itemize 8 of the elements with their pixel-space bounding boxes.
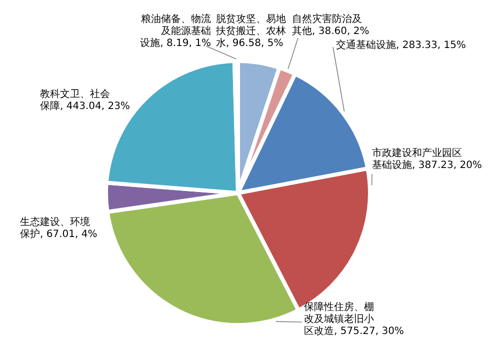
slice-label: 交通基础设施, 283.33, 15% [336,39,466,51]
slice-label: 市政建设和产业园区基础设施, 387.23, 20% [372,147,482,171]
slice-label: 教科文卫、社会保障, 443.04, 23% [40,88,130,112]
slice-label: 保障性住房、棚改及城镇老旧小区改造, 575.27, 30% [304,301,404,337]
slice-label: 生态建设、环境保护, 67.01, 4% [20,216,98,240]
slice-label: 粮油储备、物流及能源基础设施, 8.19, 1% [140,13,211,49]
slice-label: 脱贫攻坚、易地扶贫搬迁、农林水, 96.58, 5% [215,13,286,49]
slice-label: 自然灾害防治及其他, 38.60, 2% [292,13,370,37]
